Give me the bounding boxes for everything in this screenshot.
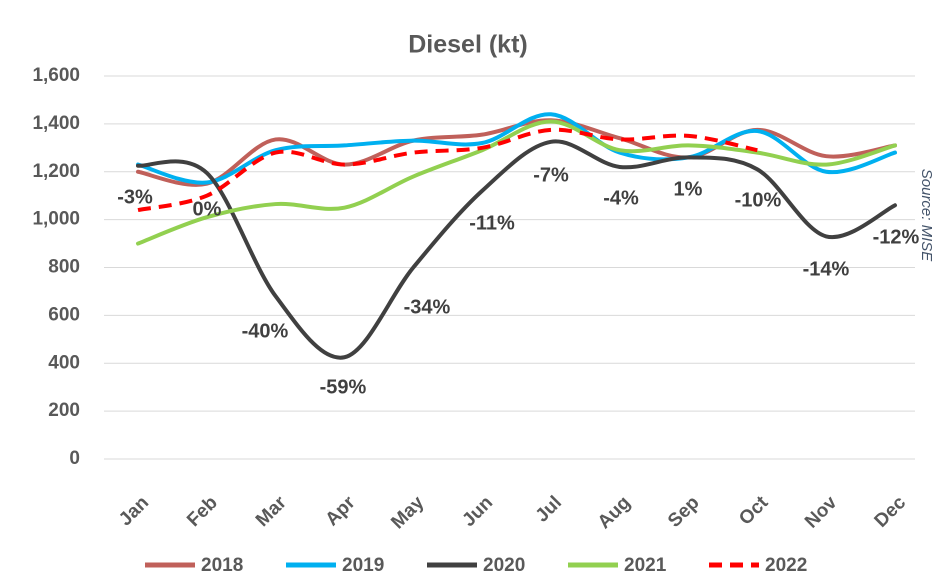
annotation: 1% [674,178,703,200]
annotation: -11% [469,212,515,234]
x-tick-label: Jul [532,492,566,526]
x-tick-label: Nov [801,492,842,533]
annotation: -7% [533,164,569,186]
x-tick-label: May [387,492,428,533]
annotation: -14% [803,258,850,280]
x-tick-label: Jun [458,492,497,531]
legend-label: 2020 [483,555,525,576]
x-tick-label: Aug [594,492,635,533]
annotation: -3% [117,186,153,208]
y-tick-label: 1,200 [32,161,80,182]
y-tick-label: 800 [48,257,80,278]
y-tick-label: 1,000 [32,209,80,230]
x-tick-label: Dec [871,492,911,532]
series-line [136,119,897,246]
annotation: -10% [735,189,782,211]
x-tick-label: Mar [252,492,291,531]
y-tick-label: 600 [48,304,80,325]
annotation: -34% [404,296,451,318]
annotation: -12% [873,226,920,248]
source-note: Source: MISE [918,169,935,263]
y-tick-label: 1,400 [32,113,80,134]
chart-title: Diesel (kt) [408,31,527,59]
x-tick-label: Feb [183,492,222,531]
y-tick-label: 400 [48,352,80,373]
annotation: 0% [193,198,222,220]
legend-label: 2019 [342,555,384,576]
annotation: -40% [242,320,289,342]
legend-label: 2018 [201,555,243,576]
y-tick-label: 1,600 [32,65,80,86]
series-line [136,139,897,360]
annotation: -4% [603,187,639,209]
x-tick-label: Sep [664,492,703,531]
annotation: -59% [320,376,367,398]
series-line [136,112,897,185]
legend-label: 2021 [624,555,667,576]
x-tick-label: Oct [735,492,773,530]
series-line [136,118,897,187]
x-tick-label: Jan [115,492,153,530]
x-tick-label: Apr [322,492,360,530]
y-tick-label: 0 [69,448,80,469]
series-line [137,127,758,213]
y-tick-label: 200 [48,400,80,421]
legend-label: 2022 [765,555,807,576]
